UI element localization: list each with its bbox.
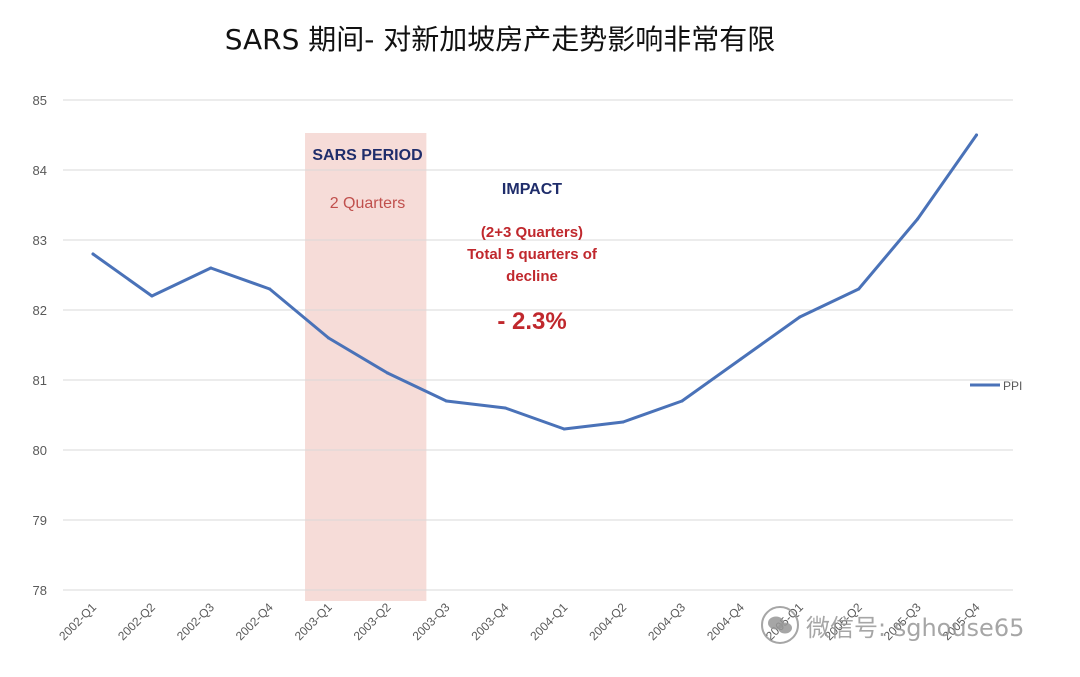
data-point xyxy=(562,427,566,431)
watermark: 微信号: sghouse65 xyxy=(760,605,1024,645)
data-point xyxy=(621,420,625,424)
y-tick-label: 78 xyxy=(33,583,47,598)
data-point xyxy=(916,217,920,221)
x-tick-label: 2004-Q3 xyxy=(645,600,688,643)
sars-period-band xyxy=(305,133,427,601)
y-tick-label: 84 xyxy=(33,163,47,178)
x-tick-label: 2004-Q2 xyxy=(586,600,629,643)
chart-title: SARS 期间- 对新加坡房产走势影响非常有限 xyxy=(224,23,776,56)
data-point xyxy=(327,336,331,340)
x-tick-label: 2002-Q4 xyxy=(233,600,276,643)
sars-duration-label: 2 Quarters xyxy=(329,195,406,212)
series-line-ppi xyxy=(91,133,978,431)
data-point xyxy=(739,357,743,361)
impact-description: (2+3 Quarters) Total 5 quarters of decli… xyxy=(442,222,622,288)
data-point xyxy=(503,406,507,410)
y-tick-label: 82 xyxy=(33,303,47,318)
x-tick-label: 2003-Q1 xyxy=(292,600,335,643)
data-point xyxy=(680,399,684,403)
data-point xyxy=(798,315,802,319)
y-tick-label: 81 xyxy=(33,373,47,388)
data-point xyxy=(386,371,389,375)
data-point xyxy=(150,294,154,298)
impact-line-1: (2+3 Quarters) xyxy=(480,224,584,241)
x-tick-label: 2003-Q3 xyxy=(410,600,453,643)
x-tick-label: 2002-Q2 xyxy=(115,600,158,643)
x-tick-label: 2002-Q1 xyxy=(56,600,99,643)
impact-line-2: Total 5 quarters of xyxy=(467,246,597,263)
x-tick-label: 2004-Q1 xyxy=(527,600,570,643)
wechat-icon xyxy=(761,606,799,644)
data-point xyxy=(91,252,95,256)
impact-line-3: decline xyxy=(506,268,558,285)
data-point xyxy=(268,287,272,291)
x-tick-label: 2003-Q2 xyxy=(351,600,394,643)
y-tick-label: 80 xyxy=(33,443,47,458)
y-tick-label: 79 xyxy=(33,513,47,528)
x-tick-label: 2003-Q4 xyxy=(468,600,511,643)
x-tick-label: 2004-Q4 xyxy=(704,600,747,643)
data-point xyxy=(975,133,978,137)
data-point xyxy=(857,287,861,291)
data-point xyxy=(444,399,448,403)
impact-label: IMPACT xyxy=(501,181,563,198)
y-tick-label: 83 xyxy=(33,233,47,248)
legend-label: PPI xyxy=(1003,379,1022,393)
sars-period-label: SARS PERIOD xyxy=(312,147,423,164)
impact-value: - 2.3% xyxy=(497,308,567,335)
data-point xyxy=(209,266,213,270)
watermark-text: 微信号: sghouse65 xyxy=(806,613,1025,642)
y-tick-label: 85 xyxy=(33,93,47,108)
x-tick-label: 2002-Q3 xyxy=(174,600,217,643)
